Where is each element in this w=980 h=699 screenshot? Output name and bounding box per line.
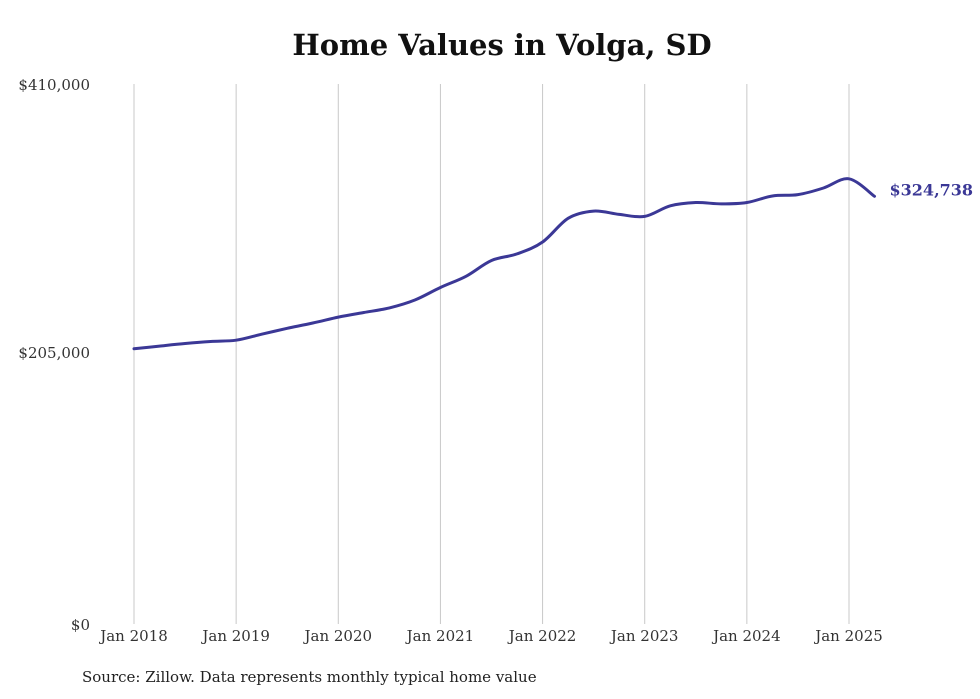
latest-value-label: $324,738	[890, 180, 974, 199]
x-tick-label: Jan 2019	[200, 627, 270, 645]
y-tick-label: $0	[71, 616, 90, 634]
y-tick-label: $205,000	[18, 344, 90, 362]
source-note: Source: Zillow. Data represents monthly …	[82, 668, 537, 686]
vertical-gridlines	[133, 84, 850, 624]
x-tick-label: Jan 2024	[711, 627, 781, 645]
x-tick-label: Jan 2020	[303, 627, 373, 645]
x-axis-labels: Jan 2018 Jan 2019 Jan 2020 Jan 2021 Jan 2022…	[98, 627, 883, 645]
chart-title: Home Values in Volga, SD	[292, 28, 712, 62]
x-tick-label: Jan 2023	[609, 627, 679, 645]
y-axis-labels: $0 $205,000 $410,000	[18, 76, 90, 634]
x-tick-label: Jan 2018	[98, 627, 168, 645]
series-line	[132, 177, 876, 351]
x-tick-label: Jan 2025	[813, 627, 883, 645]
x-tick-label: Jan 2022	[507, 627, 577, 645]
y-tick-label: $410,000	[18, 76, 90, 94]
x-tick-label: Jan 2021	[405, 627, 475, 645]
